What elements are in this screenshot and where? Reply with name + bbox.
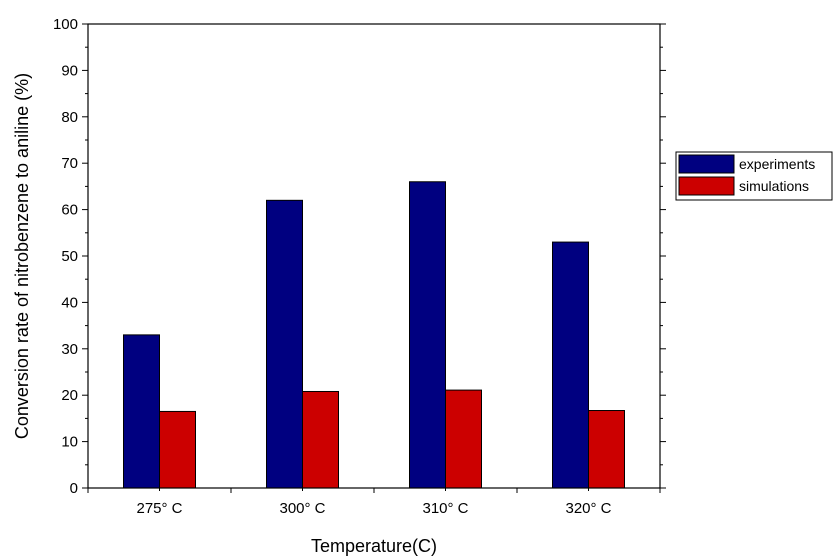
bar-experiments-1 [266, 199, 303, 489]
x-axis-title: Temperature(C) [311, 536, 437, 556]
y-tick-label: 100 [53, 16, 78, 33]
y-tick-label: 70 [61, 155, 78, 172]
bar-experiments-2 [409, 181, 446, 489]
y-tick-label: 40 [61, 294, 78, 311]
y-tick-label: 80 [61, 109, 78, 126]
x-tick-label: 300° C [279, 500, 325, 517]
legend-swatch-simulations [678, 176, 735, 196]
plot-area [87, 23, 661, 489]
bar-experiments-3 [552, 241, 589, 489]
bar-simulations-1 [302, 390, 339, 489]
y-tick-label: 20 [61, 387, 78, 404]
legend-label-experiments: experiments [739, 156, 815, 172]
bar-simulations-0 [159, 410, 196, 489]
y-tick-label: 30 [61, 341, 78, 358]
y-tick-label: 60 [61, 202, 78, 219]
y-tick-label: 0 [70, 480, 78, 497]
legend-label-simulations: simulations [739, 178, 809, 194]
y-axis: 0 10 20 30 40 50 60 70 80 90 100 [53, 16, 666, 497]
y-axis-title: Conversion rate of nitrobenzene to anili… [12, 73, 32, 439]
x-axis: 275° C 300° C 310° C 320° C [87, 488, 661, 517]
legend-swatch-experiments [678, 154, 735, 174]
legend: experiments simulations [675, 151, 833, 201]
bar-simulations-3 [588, 410, 625, 489]
y-tick-label: 10 [61, 434, 78, 451]
bar-experiments-0 [123, 334, 160, 489]
x-tick-label: 320° C [565, 500, 611, 517]
x-tick-label: 310° C [422, 500, 468, 517]
bar-simulations-2 [445, 389, 482, 489]
x-tick-label: 275° C [136, 500, 182, 517]
y-tick-label: 90 [61, 62, 78, 79]
y-tick-label: 50 [61, 248, 78, 265]
